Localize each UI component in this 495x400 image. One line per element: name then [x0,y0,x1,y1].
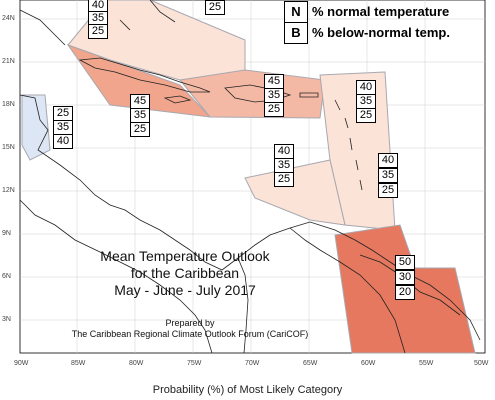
prepared-by: Prepared by The Caribbean Regional Clima… [40,318,340,340]
prob-guianas-b: 20 [395,285,415,300]
lon-label-65w: 65W [303,360,318,367]
lat-label-6n: 6N [2,273,11,280]
prob-bahamas-b2: 25 [88,24,108,39]
coast-puerto-rico [299,92,319,98]
coast-cuba [78,57,211,93]
lat-label-24n: 24N [2,15,15,22]
prob-antilles-south-b: 25 [378,183,398,198]
lat-label-15n: 15N [2,144,15,151]
lat-label-18n: 18N [2,101,15,108]
legend-below-text: % below-normal temp. [312,25,450,40]
prob-guianas-n: 30 [395,270,415,285]
legend-normal-text: % normal temperature [312,4,450,19]
prob-jamaica-a: 45 [130,94,150,109]
prob-yucatan-a: 25 [53,106,73,121]
lon-label-75w: 75W [187,360,202,367]
lon-label-50w: 50W [474,360,489,367]
lon-label-70w: 70W [245,360,260,367]
region-lesser-antilles-north [319,71,396,231]
prob-hispaniola-a: 45 [264,74,284,89]
prob-jamaica-n: 35 [130,108,150,123]
coast-lesser-antilles [334,99,363,191]
title-line-2: for the Caribbean [130,265,240,281]
lat-label-21n: 21N [2,58,15,65]
lon-label-90w: 90W [14,360,29,367]
region-bahamas [67,0,246,86]
coast-florida-bahamas [19,0,176,46]
prob-caribbean-sea-a: 40 [274,144,294,159]
prob-antilles-south-n: 35 [378,168,398,183]
map-caption: Probability (%) of Most Likely Category [152,384,343,396]
legend-below-key: B [284,22,308,44]
map-title: Mean Temperature Outlook for the Caribbe… [80,248,290,299]
prob-hispaniola-n: 35 [264,88,284,103]
prob-guianas-a: 50 [395,255,415,270]
prepared-line-1: Prepared by [165,318,215,328]
lon-label-55w: 55W [419,360,434,367]
prob-antilles-north-b: 25 [356,108,376,123]
coast-south-america [237,257,249,354]
lon-label-60w: 60W [361,360,376,367]
prob-antilles-north-n: 35 [356,94,376,109]
title-line-1: Mean Temperature Outlook [100,248,270,264]
lat-label-12n: 12N [2,187,15,194]
coast-pacific [19,199,213,354]
lat-label-3n: 3N [2,316,11,323]
lon-label-85w: 85W [71,360,86,367]
prob-hispaniola-b: 25 [264,102,284,117]
prob-jamaica-b: 25 [130,122,150,137]
region-yucatan-belize [21,94,51,161]
region-caribbean-sea [244,159,346,226]
coast-central-america [19,94,481,341]
prob-antilles-south-a: 40 [378,153,398,168]
lon-label-80w: 80W [129,360,144,367]
lat-label-9n: 9N [2,230,11,237]
coast-orinoco [289,227,406,354]
prob-caribbean-sea-b: 25 [274,172,294,187]
prob-antilles-north-a: 40 [356,80,376,95]
title-line-3: May - June - July 2017 [114,282,256,298]
prob-yucatan-b: 40 [53,134,73,149]
legend-normal-key: N [284,1,308,23]
prepared-line-2: The Caribbean Regional Climate Outlook F… [71,329,309,339]
prob-caribbean-sea-n: 35 [274,158,294,173]
prob-cuba-top: 25 [205,0,225,15]
prob-yucatan-n: 35 [53,120,73,135]
coast-jamaica [163,95,192,104]
